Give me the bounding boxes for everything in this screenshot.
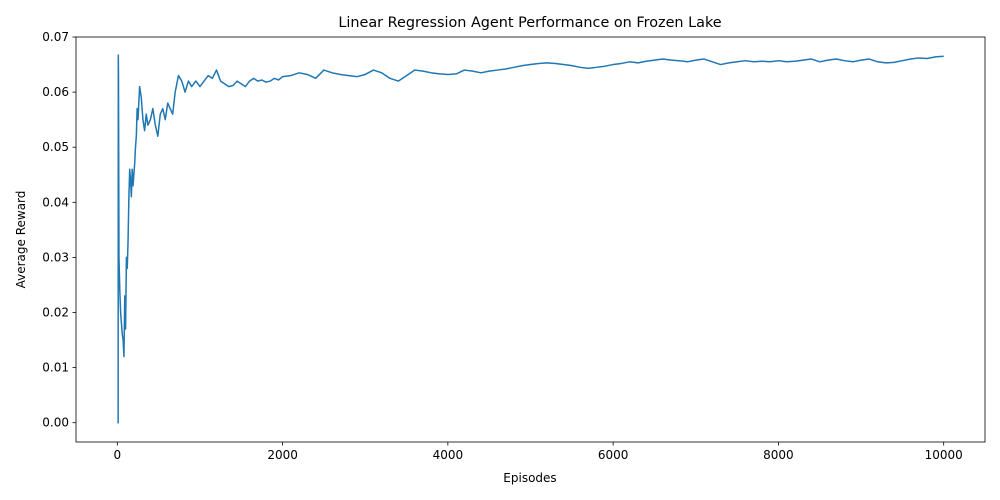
x-tick-label: 4000	[433, 448, 464, 462]
x-axis-ticks: 0 2000 4000 6000 8000 10000	[113, 442, 963, 462]
x-axis-title: Episodes	[503, 471, 556, 485]
y-tick-label: 0.01	[42, 361, 69, 375]
y-tick-label: 0.03	[42, 250, 69, 264]
x-tick-label: 10000	[925, 448, 963, 462]
y-tick-label: 0.05	[42, 140, 69, 154]
x-tick-label: 2000	[267, 448, 298, 462]
y-tick-label: 0.07	[42, 30, 69, 44]
plot-area	[75, 36, 986, 443]
x-tick-label: 6000	[598, 448, 629, 462]
y-tick-label: 0.06	[42, 85, 69, 99]
y-tick-label: 0.04	[42, 195, 69, 209]
y-tick-label: 0.00	[42, 416, 69, 430]
x-tick-label: 8000	[763, 448, 794, 462]
x-tick-label: 0	[113, 448, 121, 462]
y-axis-ticks: 0.00 0.01 0.02 0.03 0.04 0.05 0.06 0.07	[42, 30, 76, 430]
plot-background	[76, 37, 985, 442]
series-line-average-reward	[117, 54, 944, 424]
plot-frame	[75, 36, 986, 443]
chart-title: Linear Regression Agent Performance on F…	[338, 15, 721, 31]
y-axis-title: Average Reward	[14, 191, 28, 289]
y-tick-label: 0.02	[42, 306, 69, 320]
